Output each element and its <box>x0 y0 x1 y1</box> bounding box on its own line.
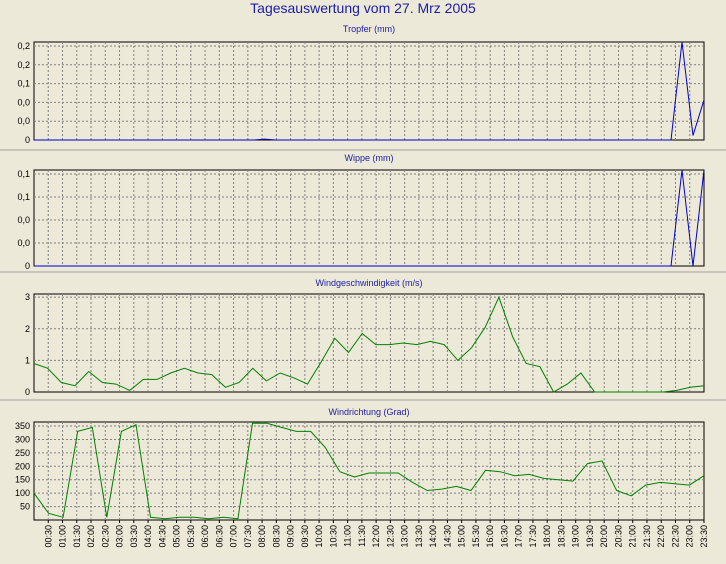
y-tick-label: 100 <box>15 488 30 498</box>
x-tick-label: 13:30 <box>414 525 424 548</box>
y-tick-label: 0 <box>25 387 30 397</box>
y-tick-label: 150 <box>15 475 30 485</box>
x-tick-label: 18:00 <box>542 525 552 548</box>
y-tick-label: 0,1 <box>17 192 30 202</box>
x-tick-label: 10:30 <box>328 525 338 548</box>
x-tick-label: 12:00 <box>371 525 381 548</box>
x-tick-label: 02:30 <box>100 525 110 548</box>
x-tick-label: 15:30 <box>471 525 481 548</box>
x-tick-label: 10:00 <box>314 525 324 548</box>
x-tick-label: 13:00 <box>400 525 410 548</box>
x-tick-label: 19:30 <box>585 525 595 548</box>
x-tick-label: 17:00 <box>514 525 524 548</box>
plot-area <box>33 293 705 393</box>
plot-area <box>33 169 705 267</box>
x-tick-label: 09:00 <box>286 525 296 548</box>
x-tick-label: 04:00 <box>143 525 153 548</box>
x-tick-label: 07:00 <box>229 525 239 548</box>
panel-title: Wippe (mm) <box>345 153 394 163</box>
y-tick-label: 0,0 <box>17 97 30 107</box>
series-line <box>33 295 705 393</box>
x-tick-label: 07:30 <box>243 525 253 548</box>
x-tick-label: 02:00 <box>86 525 96 548</box>
y-tick-label: 0,1 <box>17 169 30 179</box>
y-tick-label: 350 <box>15 421 30 431</box>
x-tick-label: 17:30 <box>528 525 538 548</box>
panel-title: Windrichtung (Grad) <box>328 407 409 417</box>
plot-area <box>33 421 705 521</box>
x-tick-label: 08:00 <box>257 525 267 548</box>
series-line <box>33 422 705 520</box>
y-tick-label: 2 <box>25 324 30 334</box>
y-tick-label: 0 <box>25 261 30 271</box>
x-tick-label: 06:00 <box>200 525 210 548</box>
main-title: Tagesauswertung vom 27. Mrz 2005 <box>250 0 476 16</box>
x-tick-label: 12:30 <box>385 525 395 548</box>
x-tick-label: 01:30 <box>72 525 82 548</box>
x-tick-label: 22:00 <box>656 525 666 548</box>
x-tick-label: 11:30 <box>357 525 367 547</box>
x-tick-label: 18:30 <box>556 525 566 548</box>
x-tick-label: 09:30 <box>300 525 310 548</box>
x-tick-label: 04:30 <box>157 525 167 548</box>
y-tick-label: 50 <box>20 502 30 512</box>
y-tick-label: 3 <box>25 292 30 302</box>
y-tick-label: 0,2 <box>17 41 30 51</box>
x-tick-label: 20:30 <box>613 525 623 548</box>
plot-area <box>33 41 705 141</box>
series-line <box>34 41 705 141</box>
x-tick-label: 05:30 <box>186 525 196 548</box>
y-tick-label: 0,0 <box>17 116 30 126</box>
x-tick-label: 08:30 <box>271 525 281 548</box>
x-tick-label: 11:00 <box>343 525 353 547</box>
y-tick-label: 200 <box>15 461 30 471</box>
x-tick-label: 23:30 <box>699 525 709 548</box>
x-tick-label: 06:30 <box>214 525 224 548</box>
x-tick-label: 21:00 <box>628 525 638 548</box>
panel-title: Tropfer (mm) <box>343 24 395 34</box>
y-tick-label: 0,0 <box>17 238 30 248</box>
x-tick-label: 16:30 <box>499 525 509 548</box>
x-tick-label: 23:00 <box>685 525 695 548</box>
x-tick-label: 16:00 <box>485 525 495 548</box>
x-tick-label: 20:00 <box>599 525 609 548</box>
panel-title: Windgeschwindigkeit (m/s) <box>315 278 422 288</box>
y-tick-label: 0,0 <box>17 215 30 225</box>
x-tick-label: 14:00 <box>428 525 438 548</box>
x-tick-label: 14:30 <box>442 525 452 548</box>
y-tick-label: 1 <box>25 355 30 365</box>
x-tick-label: 01:00 <box>58 525 68 548</box>
y-tick-label: 0,2 <box>17 60 30 70</box>
x-tick-label: 05:00 <box>172 525 182 548</box>
x-tick-label: 19:00 <box>571 525 581 548</box>
y-tick-label: 250 <box>15 448 30 458</box>
x-tick-label: 03:00 <box>115 525 125 548</box>
x-tick-label: 21:30 <box>642 525 652 548</box>
x-tick-label: 15:00 <box>457 525 467 548</box>
y-tick-label: 300 <box>15 434 30 444</box>
x-tick-label: 22:30 <box>670 525 680 548</box>
y-tick-label: 0 <box>25 135 30 145</box>
series-line <box>34 169 705 267</box>
x-tick-label: 03:30 <box>129 525 139 548</box>
y-tick-label: 0,1 <box>17 79 30 89</box>
x-tick-label: 00:30 <box>43 525 53 548</box>
